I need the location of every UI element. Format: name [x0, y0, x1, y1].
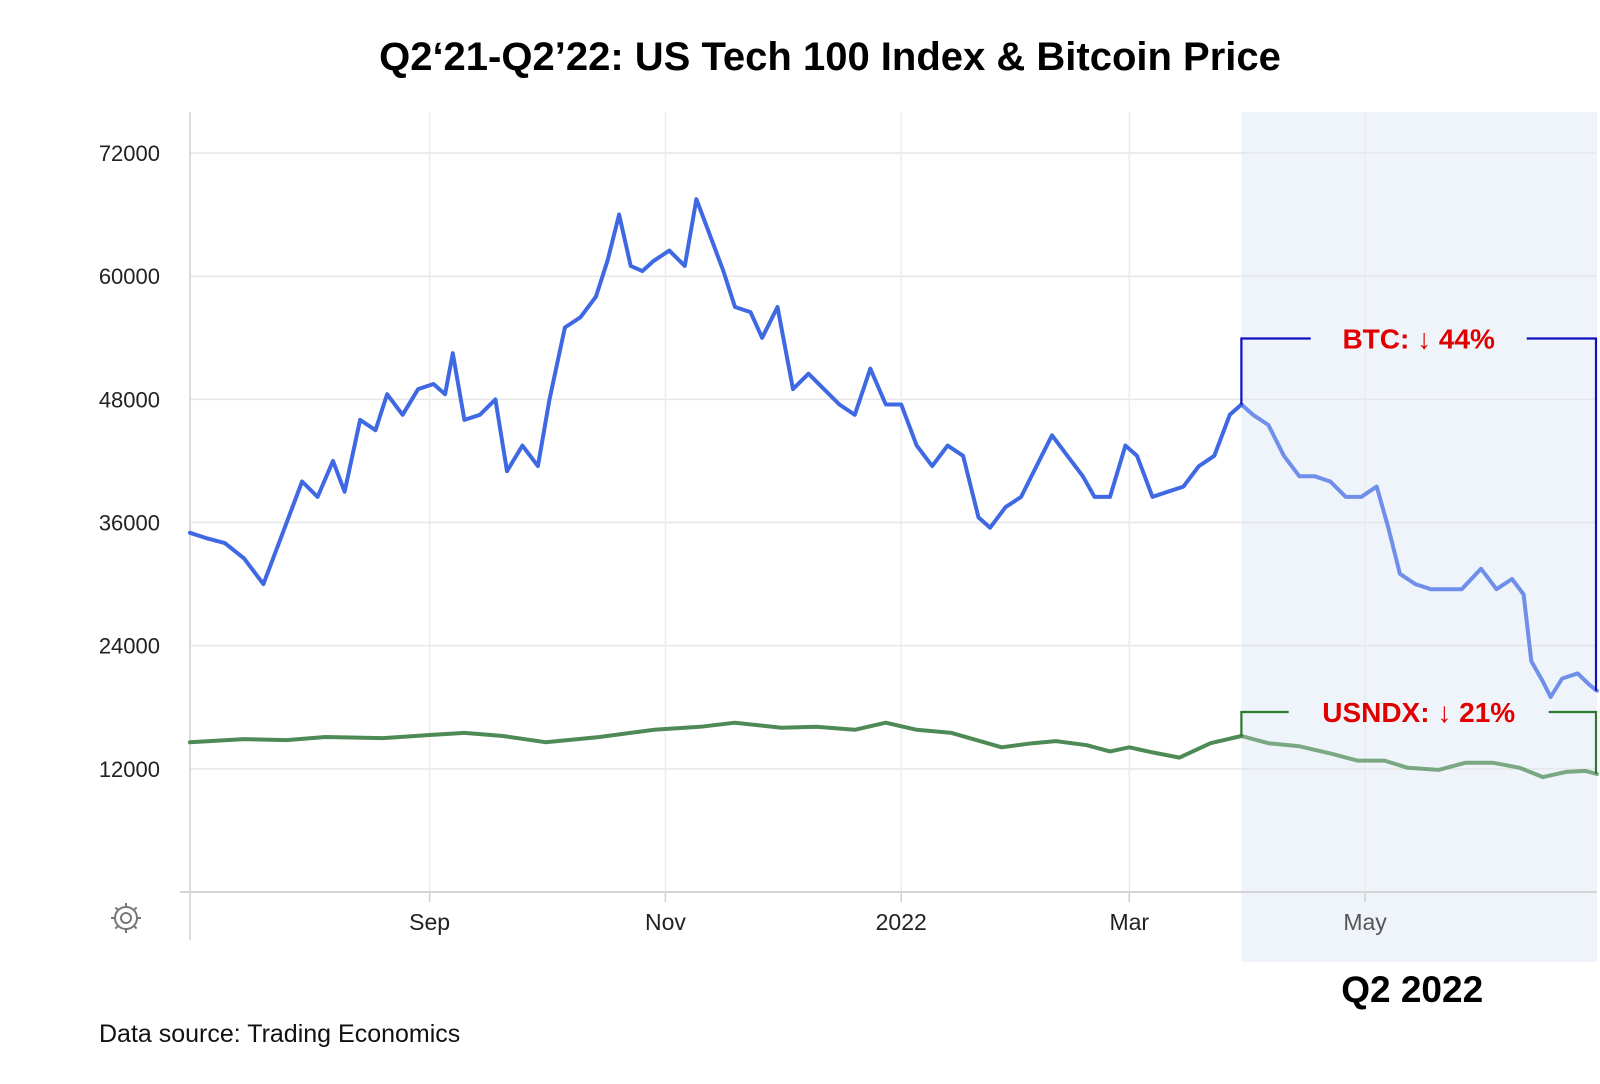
y-tick-label: 72000	[99, 141, 160, 166]
usndx-change-label: USNDX: ↓ 21%	[1322, 697, 1515, 728]
btc-bracket-right	[1526, 337, 1598, 691]
x-tick-label: May	[1343, 909, 1387, 935]
usndx-series-line	[188, 720, 1244, 760]
btc-series-line-q2	[1239, 402, 1599, 699]
usndx-bracket-left	[1240, 710, 1289, 736]
x-tick-label: Sep	[409, 909, 450, 935]
x-tick-label: Mar	[1109, 909, 1149, 935]
usndx-series-line-q2	[1239, 734, 1599, 780]
x-tick-label: 2022	[876, 909, 927, 935]
y-tick-label: 60000	[99, 264, 160, 289]
q2-highlight-band	[1241, 112, 1597, 962]
data-source-note: Data source: Trading Economics	[99, 1020, 460, 1048]
y-axis-ticks: 72000 60000 48000 36000 24000 12000	[99, 141, 160, 782]
y-tick-label: 36000	[99, 511, 160, 536]
gear-icon[interactable]	[111, 903, 141, 933]
annotation-labels: BTC: ↓ 44% USNDX: ↓ 21%	[1322, 324, 1515, 729]
highlight-label: Q2 2022	[1341, 969, 1483, 1010]
x-axis-ticks: Sep Nov 2022 Mar May	[409, 909, 1387, 935]
annotation-brackets	[1240, 337, 1598, 774]
usndx-bracket-right	[1548, 710, 1598, 774]
btc-series-line	[188, 197, 1244, 587]
y-tick-label: 12000	[99, 757, 160, 782]
axes	[180, 112, 1597, 940]
y-tick-label: 24000	[99, 634, 160, 659]
grid	[190, 112, 1597, 902]
btc-bracket-left	[1240, 337, 1311, 405]
series-lines	[188, 197, 1599, 780]
chart-title: Q2‘21-Q2’22: US Tech 100 Index & Bitcoin…	[379, 35, 1281, 79]
btc-change-label: BTC: ↓ 44%	[1342, 324, 1495, 355]
x-tick-label: Nov	[645, 909, 686, 935]
y-tick-label: 48000	[99, 387, 160, 412]
